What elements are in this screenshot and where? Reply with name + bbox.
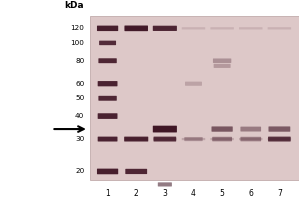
Text: 6: 6: [248, 189, 253, 198]
FancyBboxPatch shape: [239, 138, 262, 140]
FancyBboxPatch shape: [98, 137, 118, 142]
Text: 50: 50: [75, 95, 84, 101]
FancyBboxPatch shape: [98, 58, 117, 63]
FancyBboxPatch shape: [210, 138, 234, 140]
FancyBboxPatch shape: [154, 137, 176, 142]
FancyBboxPatch shape: [210, 27, 234, 29]
FancyBboxPatch shape: [124, 137, 148, 142]
FancyBboxPatch shape: [124, 138, 148, 140]
FancyBboxPatch shape: [153, 126, 177, 132]
FancyBboxPatch shape: [185, 82, 202, 86]
FancyBboxPatch shape: [240, 137, 261, 141]
Text: 7: 7: [277, 189, 282, 198]
FancyBboxPatch shape: [99, 41, 116, 45]
FancyBboxPatch shape: [153, 26, 177, 31]
FancyBboxPatch shape: [98, 81, 118, 86]
FancyBboxPatch shape: [268, 126, 290, 132]
FancyBboxPatch shape: [213, 58, 231, 63]
FancyBboxPatch shape: [268, 138, 291, 140]
FancyBboxPatch shape: [184, 137, 203, 141]
FancyBboxPatch shape: [98, 96, 117, 101]
Text: 120: 120: [70, 25, 84, 31]
FancyBboxPatch shape: [182, 27, 205, 29]
FancyBboxPatch shape: [212, 137, 232, 141]
FancyBboxPatch shape: [182, 138, 205, 140]
FancyBboxPatch shape: [90, 16, 299, 180]
FancyBboxPatch shape: [158, 182, 172, 186]
FancyBboxPatch shape: [97, 169, 118, 174]
Text: 30: 30: [75, 136, 84, 142]
Text: 80: 80: [75, 58, 84, 64]
Text: 1: 1: [105, 189, 110, 198]
FancyBboxPatch shape: [212, 126, 233, 132]
FancyBboxPatch shape: [214, 64, 231, 68]
Text: 3: 3: [162, 189, 167, 198]
FancyBboxPatch shape: [124, 27, 148, 29]
FancyBboxPatch shape: [97, 26, 118, 31]
Text: 4: 4: [191, 189, 196, 198]
Text: 40: 40: [75, 113, 84, 119]
FancyBboxPatch shape: [240, 127, 261, 132]
Text: 60: 60: [75, 81, 84, 87]
Text: 5: 5: [220, 189, 225, 198]
Text: 20: 20: [75, 168, 84, 174]
FancyBboxPatch shape: [153, 138, 177, 140]
Text: kDa: kDa: [65, 1, 84, 10]
FancyBboxPatch shape: [125, 169, 147, 174]
Text: 2: 2: [134, 189, 139, 198]
FancyBboxPatch shape: [124, 26, 148, 31]
FancyBboxPatch shape: [268, 27, 291, 29]
Text: 100: 100: [70, 40, 84, 46]
FancyBboxPatch shape: [98, 113, 118, 119]
FancyBboxPatch shape: [268, 137, 291, 142]
FancyBboxPatch shape: [239, 27, 262, 29]
FancyBboxPatch shape: [153, 27, 177, 29]
